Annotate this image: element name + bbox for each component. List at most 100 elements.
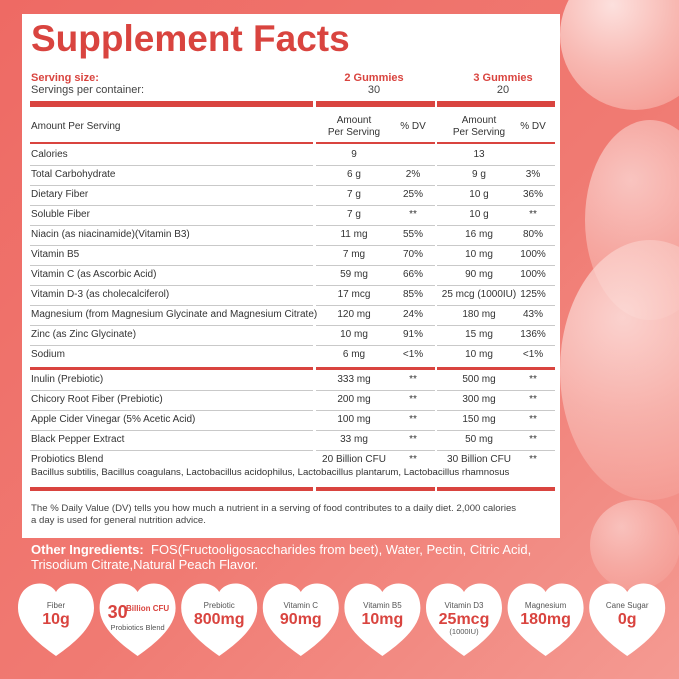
heart-badge xyxy=(262,583,339,656)
row-amount: 333 mg xyxy=(337,374,371,385)
row-amount: 16 mg xyxy=(465,229,493,240)
row-dv: ** xyxy=(409,414,417,425)
row-amount: 180 mg xyxy=(462,309,496,320)
row-dv: 136% xyxy=(520,329,546,340)
heart-badge xyxy=(507,583,584,656)
row-amount: 17 mcg xyxy=(337,289,371,300)
row-dv: 85% xyxy=(402,289,424,300)
row-dv: ** xyxy=(409,434,417,445)
row-rule xyxy=(437,245,555,246)
badge-value: 90mg xyxy=(280,611,322,628)
heart-badge xyxy=(99,583,176,656)
heart-badge xyxy=(426,583,502,656)
row-rule xyxy=(30,265,313,266)
servings-label: Servings per container: xyxy=(31,84,145,96)
decor-bubble xyxy=(560,240,679,500)
heart-badge xyxy=(589,583,666,656)
servings: 30 xyxy=(367,84,381,96)
row-dv: 91% xyxy=(402,329,424,340)
row-amount: 9 xyxy=(351,149,357,160)
title: Supplement Facts xyxy=(31,18,350,59)
row-rule xyxy=(437,185,555,186)
row-dv: 36% xyxy=(522,189,544,200)
row-rule xyxy=(316,265,435,266)
row-name: Vitamin B5 xyxy=(31,249,80,260)
row-dv: <1% xyxy=(402,349,424,360)
row-name: Vitamin D-3 (as cholecalciferol) xyxy=(31,289,170,300)
row-rule xyxy=(316,325,435,326)
header-dv: % DV xyxy=(400,121,426,132)
badge-value: 10g xyxy=(42,611,70,628)
decor-bubble xyxy=(590,500,679,590)
row-rule xyxy=(437,390,555,391)
badge-top: Prebiotic xyxy=(204,601,235,610)
row-rule xyxy=(316,390,435,391)
row-amount: 6 g xyxy=(347,169,361,180)
header-amount: Amount Per Serving xyxy=(452,115,506,138)
row-amount: 150 mg xyxy=(462,414,496,425)
badge-value: 30 xyxy=(108,602,128,622)
header-name: Amount Per Serving xyxy=(31,121,121,132)
footnote: The % Daily Value (DV) tells you how muc… xyxy=(31,503,517,526)
row-amount: 33 mg xyxy=(340,434,368,445)
row-name: Calories xyxy=(31,149,68,160)
badge-value: 10mg xyxy=(362,611,404,628)
row-amount: 59 mg xyxy=(340,269,368,280)
servings: 20 xyxy=(496,84,510,96)
row-amount: 25 mcg (1000IU) xyxy=(441,289,517,300)
row-rule xyxy=(437,305,555,306)
row-name: Total Carbohydrate xyxy=(31,169,116,180)
row-amount: 7 mg xyxy=(342,249,366,260)
row-name: Inulin (Prebiotic) xyxy=(31,374,104,385)
heart-badge xyxy=(344,583,421,656)
badge-bottom: (1000IU) xyxy=(449,627,479,636)
row-amount: 20 Billion CFU xyxy=(322,454,386,465)
badge-value: 25mcg xyxy=(439,611,490,628)
row-dv: ** xyxy=(409,454,417,465)
badge-unit: Billion CFU xyxy=(126,604,169,613)
row-dv: ** xyxy=(529,209,537,220)
row-rule xyxy=(30,245,313,246)
row-amount: 6 mg xyxy=(342,349,366,360)
ingredients-label: Other Ingredients: xyxy=(31,542,144,557)
badge-top: Vitamin D3 xyxy=(445,601,485,610)
row-name: Sodium xyxy=(31,349,65,360)
row-rule xyxy=(437,225,555,226)
row-rule xyxy=(437,285,555,286)
row-name: Magnesium (from Magnesium Glycinate and … xyxy=(31,309,318,320)
header-amount: Amount Per Serving xyxy=(327,115,381,138)
row-dv: 55% xyxy=(402,229,424,240)
row-dv: ** xyxy=(409,374,417,385)
row-dv: 66% xyxy=(402,269,424,280)
row-amount: 10 mg xyxy=(340,329,368,340)
row-rule xyxy=(437,165,555,166)
row-amount: 200 mg xyxy=(337,394,371,405)
row-rule xyxy=(437,410,555,411)
row-rule xyxy=(30,450,313,451)
row-rule xyxy=(316,225,435,226)
row-amount: 10 mg xyxy=(465,249,493,260)
row-amount: 7 g xyxy=(347,209,361,220)
row-dv: ** xyxy=(529,434,537,445)
row-rule xyxy=(316,345,435,346)
row-name: Vitamin C (as Ascorbic Acid) xyxy=(31,269,157,280)
row-rule xyxy=(30,410,313,411)
badge-top: Cane Sugar xyxy=(606,601,649,610)
row-rule xyxy=(30,185,313,186)
row-rule xyxy=(437,205,555,206)
row-rule xyxy=(30,345,313,346)
rule-bar xyxy=(30,101,313,107)
row-amount: 90 mg xyxy=(465,269,493,280)
row-name: Dietary Fiber xyxy=(31,189,89,200)
row-rule xyxy=(437,450,555,451)
row-dv: 24% xyxy=(402,309,424,320)
row-dv: 43% xyxy=(522,309,544,320)
row-rule xyxy=(30,225,313,226)
row-amount: 10 mg xyxy=(465,349,493,360)
row-rule xyxy=(30,390,313,391)
serving-size: 3 Gummies xyxy=(473,72,533,84)
row-rule xyxy=(437,430,555,431)
badge-value: 0g xyxy=(618,611,637,628)
row-name: Black Pepper Extract xyxy=(31,434,125,445)
